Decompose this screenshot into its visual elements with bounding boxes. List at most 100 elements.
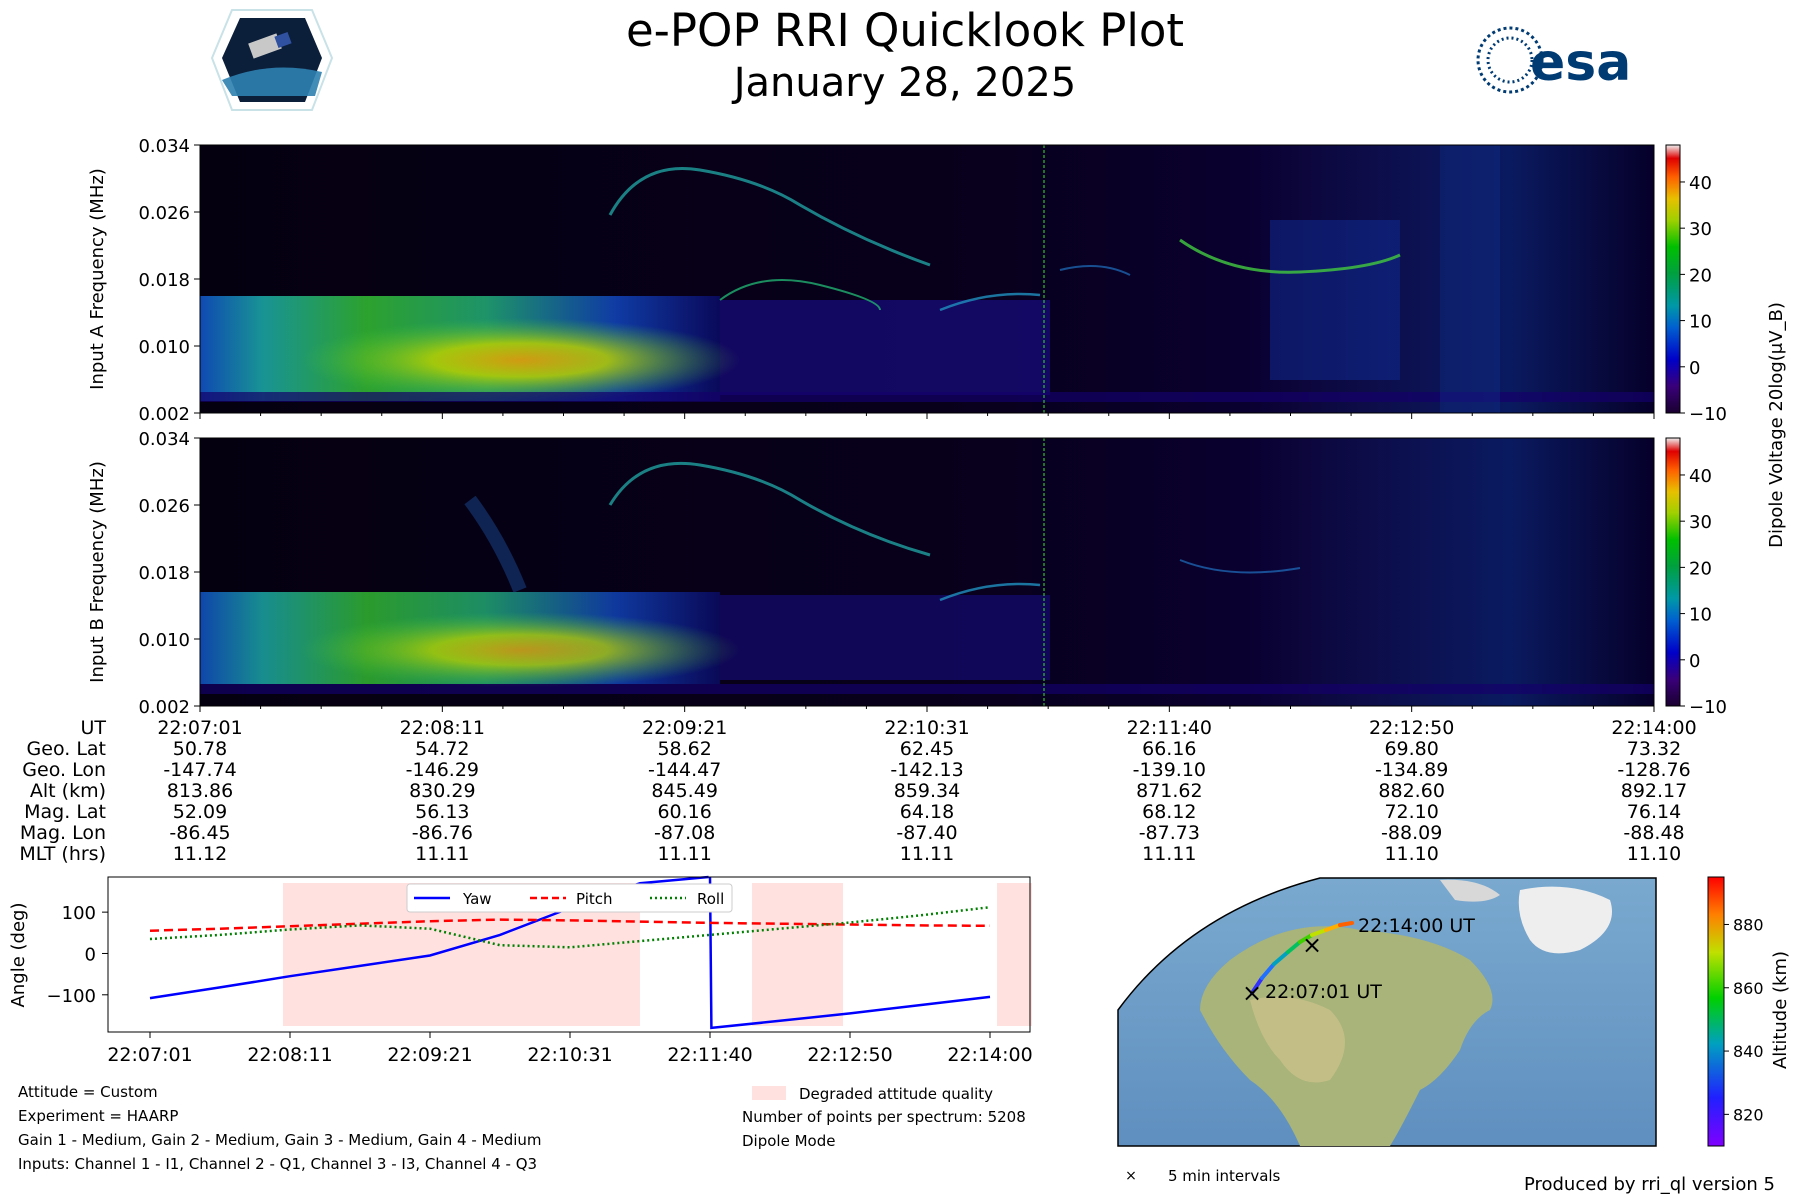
ephemeris-cell: 22:07:01 <box>157 717 242 739</box>
spectrogram-a-axes: 0.002 0.010 0.018 0.026 0.034 <box>138 136 1655 425</box>
spectrogram-a-colorbar: −10 0 10 20 30 40 <box>1665 144 1727 425</box>
track-segment <box>1338 921 1354 927</box>
y-tick-label: 0 <box>85 944 96 965</box>
page-date: January 28, 2025 <box>731 60 1076 106</box>
track-end-label: 22:14:00 UT <box>1358 915 1475 937</box>
track-segment <box>1310 928 1328 937</box>
y-tick-label: 0.018 <box>138 563 190 584</box>
ephemeris-row-label: MLT (hrs) <box>19 843 106 865</box>
degraded-legend-swatch <box>752 1086 786 1100</box>
footer-credit: Produced by rri_ql version 5 <box>1524 1174 1775 1195</box>
ephemeris-cell: 11.11 <box>657 843 711 865</box>
altitude-tick-label: 860 <box>1733 979 1764 998</box>
spectrogram-b-axes: 0.002 0.010 0.018 0.026 0.034 <box>138 429 1655 718</box>
degraded-legend-label: Degraded attitude quality <box>799 1085 993 1103</box>
colorbar-tick-label: 0 <box>1689 358 1700 379</box>
x-tick-label: 22:14:00 <box>947 1044 1032 1066</box>
interval-marker: × <box>1302 931 1322 959</box>
ephemeris-cell: 882.60 <box>1378 780 1444 802</box>
ephemeris-cell: -128.76 <box>1617 759 1690 781</box>
info-gains: Gain 1 - Medium, Gain 2 - Medium, Gain 3… <box>18 1131 542 1149</box>
ephemeris-cell: 11.11 <box>1142 843 1196 865</box>
ephemeris-cell: 50.78 <box>173 738 227 760</box>
y-tick-label: 100 <box>62 903 96 924</box>
info-inputs: Inputs: Channel 1 - I1, Channel 2 - Q1, … <box>18 1155 537 1173</box>
ephemeris-cell: 813.86 <box>167 780 233 802</box>
x-tick-label: 22:08:11 <box>247 1044 332 1066</box>
series-pitch <box>149 918 991 932</box>
altitude-colorbar-ticks: 820 840 860 880 <box>1724 915 1764 1124</box>
ephemeris-cell: 11.10 <box>1627 843 1681 865</box>
degraded-region <box>752 883 843 1026</box>
ephemeris-cell: -88.09 <box>1381 822 1442 844</box>
ephemeris-cell: 22:08:11 <box>400 717 485 739</box>
ephemeris-cell: -139.10 <box>1133 759 1206 781</box>
ephemeris-cell: 11.12 <box>173 843 227 865</box>
ephemeris-cell: 62.45 <box>900 738 954 760</box>
ephemeris-cell: -87.08 <box>654 822 715 844</box>
ephemeris-row-label: Mag. Lat <box>24 801 106 823</box>
ephemeris-cell: 52.09 <box>173 801 227 823</box>
colorbar-tick-label: 40 <box>1689 173 1712 194</box>
spectrogram-b-colorbar: −10 0 10 20 30 40 <box>1665 437 1727 718</box>
colorbar-tick-label: 30 <box>1689 512 1712 533</box>
y-tick-label: 0.034 <box>138 136 190 157</box>
ephemeris-cell: 66.16 <box>1142 738 1196 760</box>
x-tick-label: 22:12:50 <box>807 1044 892 1066</box>
ephemeris-cell: -87.40 <box>896 822 957 844</box>
esa-logo: esa <box>1476 26 1631 94</box>
ephemeris-cell: 859.34 <box>894 780 960 802</box>
colorbar-tick-label: −10 <box>1689 697 1727 718</box>
ephemeris-cell: 73.32 <box>1627 738 1681 760</box>
spectrogram-b-panel: 0.002 0.010 0.018 0.026 0.034 Input B Freque… <box>87 429 1727 718</box>
spectrogram-a-ylabel: Input A Frequency (MHz) <box>87 168 108 390</box>
y-tick-label: 0.002 <box>138 697 190 718</box>
attitude-panel: 100 0 −100 22:07:01 22:08:11 22:09:21 22:10:31… <box>8 875 1033 1066</box>
map-land <box>1200 879 1612 1146</box>
attitude-axes: 100 0 −100 22:07:01 22:08:11 22:09:21 22:10:31… <box>47 903 1033 1066</box>
ephemeris-cell: 68.12 <box>1142 801 1196 823</box>
y-tick-label: 0.018 <box>138 270 190 291</box>
ephemeris-row-label: Geo. Lat <box>27 738 106 760</box>
ephemeris-cell: 22:11:40 <box>1127 717 1212 739</box>
orbit-map-panel: ×× 22:14:00 UT 22:07:01 UT 820840860880 … <box>1117 876 1791 1185</box>
x-tick-label: 22:09:21 <box>387 1044 472 1066</box>
interval-legend-label: 5 min intervals <box>1168 1167 1281 1185</box>
interval-marker-icon: × <box>1125 1168 1137 1184</box>
legend-roll-label: Roll <box>697 890 724 908</box>
y-tick-label: 0.034 <box>138 429 190 450</box>
ephemeris-cell: 871.62 <box>1136 780 1202 802</box>
ephemeris-cell: -146.29 <box>406 759 479 781</box>
ephemeris-cell: 845.49 <box>651 780 717 802</box>
attitude-frame <box>107 876 1031 1033</box>
ephemeris-cell: -147.74 <box>163 759 236 781</box>
track-segment <box>1286 940 1302 954</box>
page-title: e-POP RRI Quicklook Plot <box>626 4 1184 57</box>
ephemeris-cell: -134.89 <box>1375 759 1448 781</box>
colorbar-tick-label: 10 <box>1689 312 1712 333</box>
esa-logo-text: esa <box>1530 33 1631 93</box>
y-tick-label: 0.026 <box>138 203 190 224</box>
ephemeris-cell: 22:12:50 <box>1369 717 1454 739</box>
spectrogram-b-colorbar-ticks: −10 0 10 20 30 40 <box>1680 466 1727 718</box>
x-tick-label: 22:07:01 <box>107 1044 192 1066</box>
ephemeris-cell: 72.10 <box>1384 801 1438 823</box>
ephemeris-cell: 64.18 <box>900 801 954 823</box>
ephemeris-cell: 22:14:00 <box>1611 717 1696 739</box>
altitude-tick-label: 880 <box>1733 915 1764 934</box>
info-experiment: Experiment = HAARP <box>18 1107 178 1125</box>
track-segment <box>1324 923 1342 932</box>
ephemeris-cell: 11.11 <box>900 843 954 865</box>
colorbar-tick-label: 30 <box>1689 219 1712 240</box>
spectrogram-a-colorbar-ticks: −10 0 10 20 30 40 <box>1680 173 1727 425</box>
ephemeris-cell: 22:09:21 <box>642 717 727 739</box>
ephemeris-cell: -86.45 <box>169 822 230 844</box>
colorbar-tick-label: 0 <box>1689 651 1700 672</box>
colorbar-label: Dipole Voltage 20log(μV_B) <box>1766 302 1787 548</box>
ephemeris-cell: -142.13 <box>890 759 963 781</box>
altitude-tick-label: 840 <box>1733 1042 1764 1061</box>
cassiope-logo-text: CASSIOPE <box>255 101 290 109</box>
info-points: Number of points per spectrum: 5208 <box>742 1108 1026 1126</box>
legend-pitch-label: Pitch <box>576 890 613 908</box>
